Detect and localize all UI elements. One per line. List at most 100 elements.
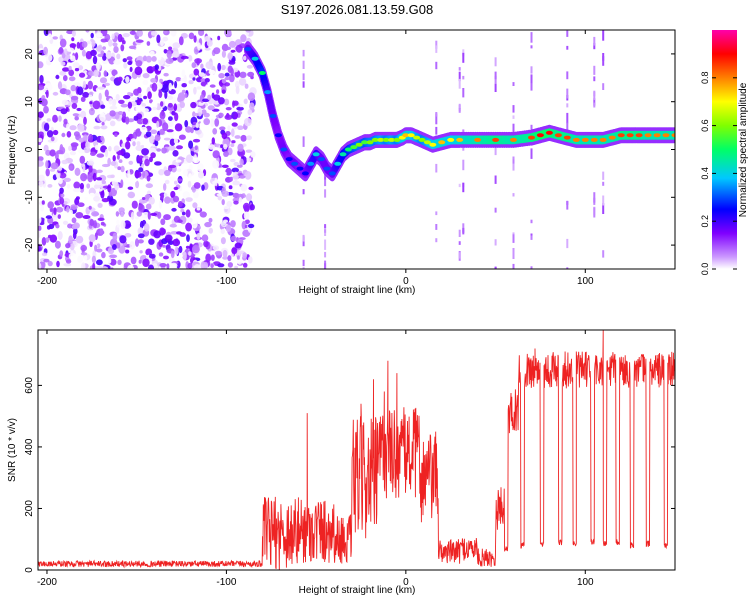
noise-blob <box>69 43 77 48</box>
noise-blob <box>89 219 95 226</box>
noise-blob <box>209 84 216 88</box>
ridge-point <box>301 171 309 176</box>
noise-blob <box>220 144 224 149</box>
noise-blob <box>112 232 118 242</box>
noise-blob <box>68 145 72 151</box>
noise-blob <box>117 111 124 115</box>
noise-blob <box>172 42 181 49</box>
noise-blob <box>52 91 59 96</box>
noise-blob <box>142 73 150 79</box>
noise-blob <box>247 71 255 78</box>
x-tick-label: 100 <box>577 276 594 287</box>
noise-blob <box>127 191 136 199</box>
noise-blob <box>57 166 63 171</box>
noise-blob <box>71 103 78 109</box>
streak-mark <box>512 115 515 119</box>
noise-blob <box>146 175 151 182</box>
noise-blob <box>50 136 55 142</box>
y-tick-label: -10 <box>24 190 35 205</box>
streak-mark <box>566 30 569 37</box>
noise-blob <box>181 211 186 216</box>
noise-blob <box>218 97 225 105</box>
noise-blob <box>211 137 215 145</box>
noise-blob <box>169 138 176 146</box>
noise-blob <box>127 264 135 269</box>
noise-blob <box>190 127 194 134</box>
noise-blob <box>102 46 106 50</box>
noise-blob <box>82 163 86 173</box>
noise-blob <box>88 205 92 210</box>
noise-blob <box>212 160 220 169</box>
noise-blob <box>110 174 115 179</box>
noise-blob <box>135 180 140 189</box>
noise-blob <box>200 261 206 269</box>
noise-blob <box>233 161 240 167</box>
noise-blob <box>72 188 81 193</box>
noise-blob <box>182 251 187 261</box>
noise-blob <box>221 132 228 140</box>
noise-blob <box>119 235 127 244</box>
noise-blob <box>46 118 51 122</box>
noise-blob <box>169 223 177 228</box>
noise-blob <box>193 182 201 189</box>
noise-blob <box>58 56 64 63</box>
noise-blob <box>100 190 105 199</box>
streak-mark <box>602 83 605 90</box>
noise-blob <box>62 220 69 225</box>
noise-blob <box>161 84 169 93</box>
noise-blob <box>162 80 169 86</box>
noise-blob <box>182 169 188 177</box>
noise-blob <box>84 196 88 200</box>
noise-blob <box>174 123 183 132</box>
noise-blob <box>234 242 242 249</box>
noise-blob <box>123 152 131 159</box>
noise-blob <box>135 105 144 113</box>
noise-blob <box>71 30 76 37</box>
noise-blob <box>63 177 71 182</box>
noise-blob <box>59 38 67 48</box>
snr-x-label: Height of straight line (km) <box>299 585 416 596</box>
noise-blob <box>137 239 144 244</box>
streak-mark <box>324 179 327 187</box>
noise-blob <box>56 150 64 155</box>
colorbar-label: Normalized spectral amplitude <box>738 82 749 217</box>
noise-blob <box>213 47 221 55</box>
noise-blob <box>180 208 185 213</box>
noise-blob <box>61 159 69 165</box>
noise-blob <box>66 206 70 213</box>
noise-blob <box>200 63 204 69</box>
noise-blob <box>136 30 143 37</box>
noise-blob <box>126 181 133 185</box>
noise-blob <box>222 256 229 260</box>
streak-mark <box>435 211 438 216</box>
ridge-point <box>662 133 670 138</box>
noise-blob <box>38 215 42 225</box>
noise-blob <box>232 100 239 106</box>
noise-blob <box>193 68 200 76</box>
noise-blob <box>221 64 226 71</box>
noise-blob <box>142 118 149 125</box>
streak-mark <box>458 67 461 71</box>
noise-blob <box>214 250 222 256</box>
noise-blob <box>237 125 244 130</box>
noise-blob <box>71 224 79 230</box>
noise-blob <box>198 171 204 179</box>
noise-blob <box>187 180 192 188</box>
noise-blob <box>196 86 202 90</box>
noise-blob <box>59 197 65 205</box>
noise-blob <box>236 106 244 111</box>
noise-blob <box>82 215 91 219</box>
noise-blob <box>163 183 167 191</box>
noise-blob <box>117 259 122 265</box>
noise-blob <box>167 95 174 100</box>
noise-blob <box>56 260 60 268</box>
noise-blob <box>230 253 234 257</box>
ridge-point <box>328 171 336 176</box>
noise-blob <box>149 156 153 163</box>
noise-blob <box>172 57 178 61</box>
noise-blob <box>170 250 175 259</box>
ridge-point <box>393 137 401 142</box>
noise-blob <box>100 125 108 130</box>
noise-blob <box>101 198 110 203</box>
noise-blob <box>239 103 243 108</box>
